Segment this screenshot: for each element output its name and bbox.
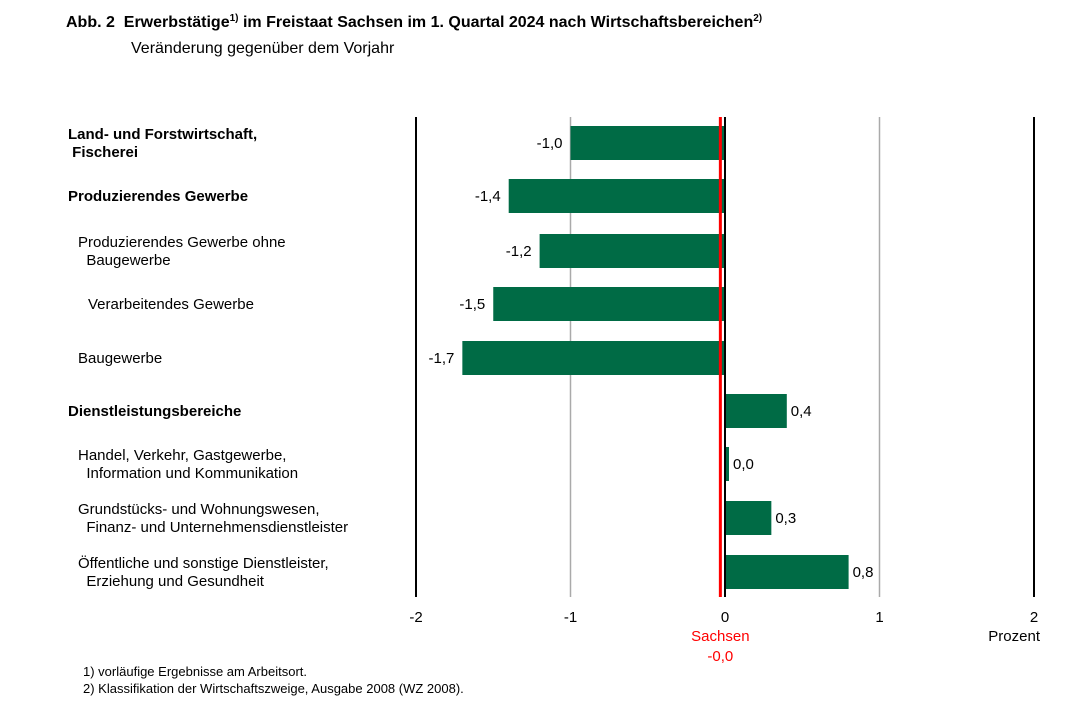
x-axis-label: Prozent <box>988 628 1041 645</box>
data-label: -1,4 <box>475 188 501 205</box>
category-label: Produzierendes Gewerbe <box>68 188 248 205</box>
chart-subtitle: Veränderung gegenüber dem Vorjahr <box>131 40 395 57</box>
category-label: Land- und Forstwirtschaft, <box>68 126 257 143</box>
reference-name: Sachsen <box>691 628 749 645</box>
category-label: Finanz- und Unternehmensdienstleister <box>78 519 348 536</box>
bar <box>570 126 725 160</box>
data-label: -1,0 <box>537 135 563 152</box>
category-label: Verarbeitendes Gewerbe <box>88 296 254 313</box>
bar <box>462 341 725 375</box>
category-label: Baugewerbe <box>78 350 162 367</box>
bar <box>725 501 772 535</box>
x-tick-label: 1 <box>875 609 883 626</box>
x-tick-label: -1 <box>564 609 577 626</box>
bar <box>508 179 725 213</box>
bar <box>493 287 725 321</box>
category-label: Baugewerbe <box>78 252 171 269</box>
category-label: Information und Kommunikation <box>78 465 298 482</box>
category-label: Fischerei <box>68 144 138 161</box>
data-label: -1,7 <box>428 350 454 367</box>
bar <box>539 234 725 268</box>
bar <box>725 555 849 589</box>
category-label: Handel, Verkehr, Gastgewerbe, <box>78 447 286 464</box>
bar <box>725 447 729 481</box>
category-label: Erziehung und Gesundheit <box>78 573 265 590</box>
chart-title: Abb. 2 Erwerbstätige1) im Freistaat Sach… <box>66 13 762 31</box>
data-label: -1,5 <box>459 296 485 313</box>
data-label: 0,3 <box>775 510 796 527</box>
category-label: Öffentliche und sonstige Dienstleister, <box>78 554 329 572</box>
footnote: 1) vorläufige Ergebnisse am Arbeitsort. <box>83 664 307 679</box>
category-label: Produzierendes Gewerbe ohne <box>78 234 286 251</box>
bar <box>725 394 787 428</box>
x-tick-label: 0 <box>721 609 729 626</box>
category-label: Grundstücks- und Wohnungswesen, <box>78 501 320 518</box>
reference-value: -0,0 <box>707 648 733 665</box>
data-label: 0,8 <box>853 564 874 581</box>
data-label: -1,2 <box>506 243 532 260</box>
x-tick-label: 2 <box>1030 609 1038 626</box>
footnote: 2) Klassifikation der Wirtschaftszweige,… <box>83 681 464 696</box>
x-tick-label: -2 <box>409 609 422 626</box>
category-label: Dienstleistungsbereiche <box>68 403 241 420</box>
data-label: 0,4 <box>791 403 812 420</box>
data-label: 0,0 <box>733 456 754 473</box>
